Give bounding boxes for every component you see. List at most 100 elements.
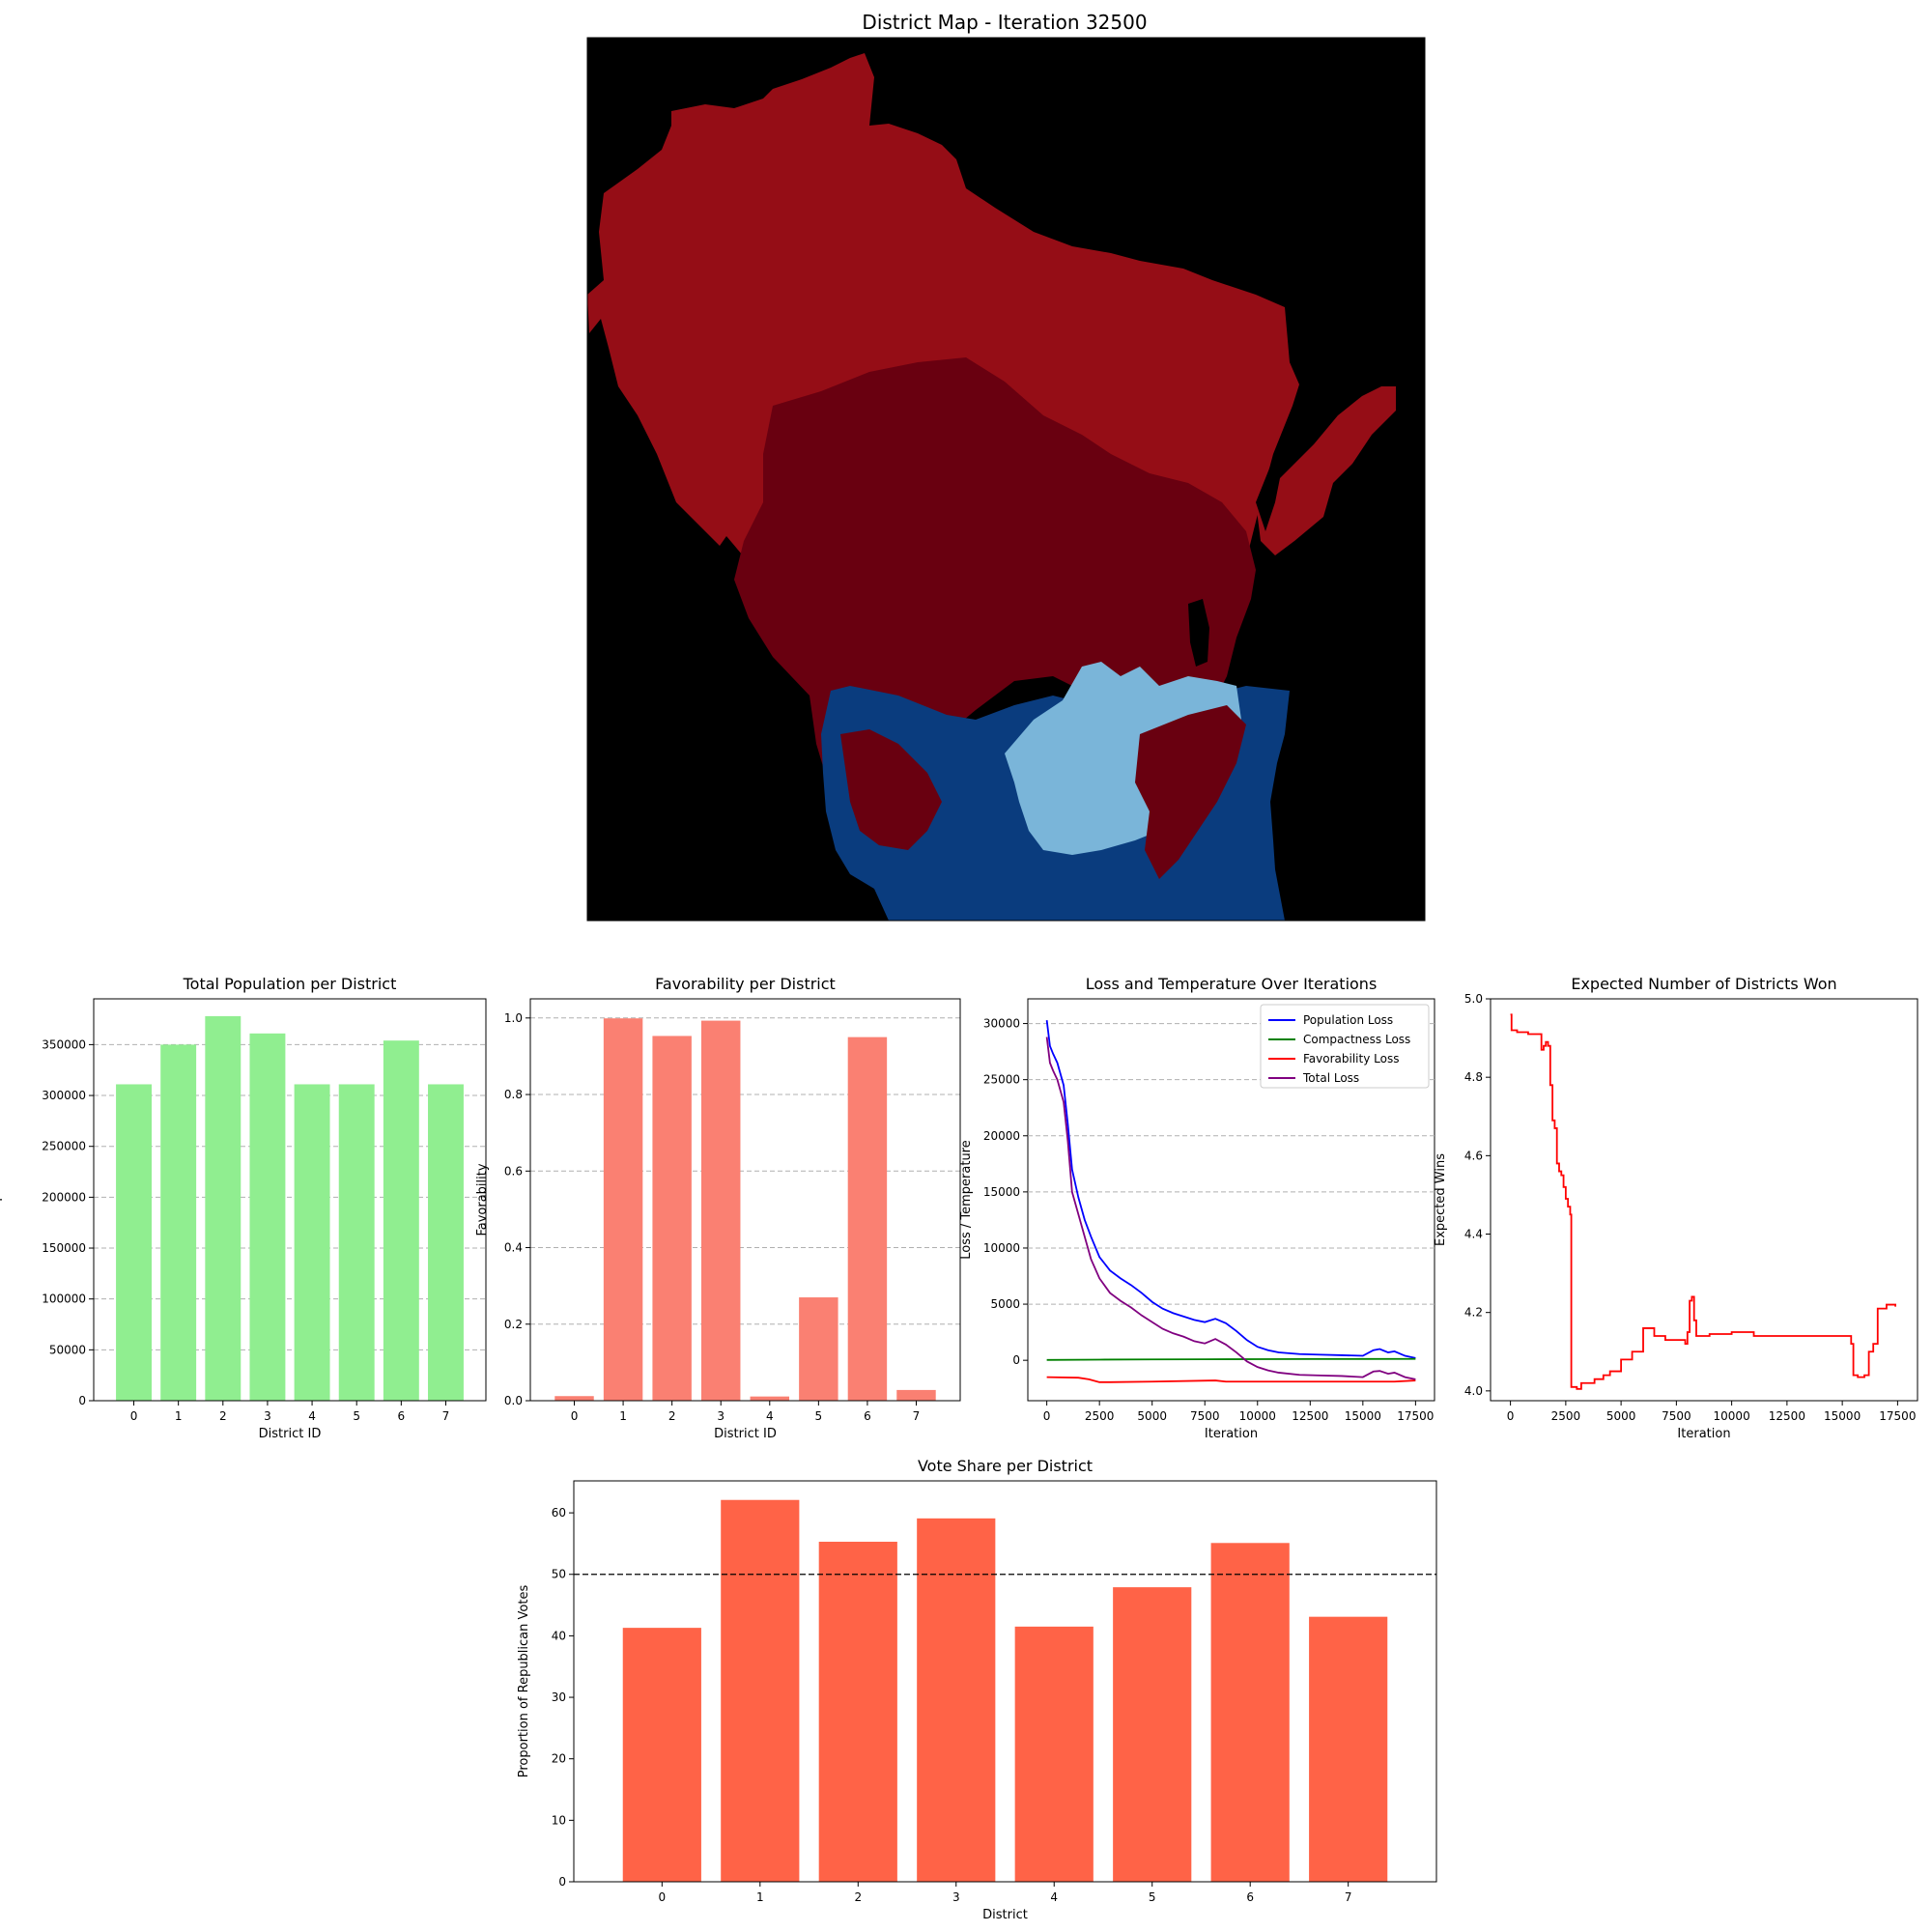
x-tick-label: 4 <box>1050 1890 1058 1904</box>
legend-label: Compactness Loss <box>1303 1033 1410 1046</box>
bar-district-7 <box>428 1084 464 1401</box>
bar-district-1 <box>160 1044 197 1401</box>
x-axis-label: Iteration <box>1677 1427 1730 1441</box>
x-tick-label: 2 <box>668 1409 676 1423</box>
chart-title: Loss and Temperature Over Iterations <box>1086 975 1378 993</box>
x-tick-label: 3 <box>952 1890 960 1904</box>
y-tick-label: 10 <box>552 1813 566 1827</box>
legend-label: Total Loss <box>1302 1071 1359 1085</box>
x-tick-label: 5000 <box>1606 1409 1636 1423</box>
x-tick-label: 3 <box>264 1409 271 1423</box>
y-tick-label: 50000 <box>49 1343 86 1356</box>
favorability-loss-line <box>1046 1376 1416 1383</box>
y-tick-label: 4.8 <box>1464 1070 1483 1084</box>
y-tick-label: 0.4 <box>504 1241 523 1255</box>
plot-frame <box>1027 998 1435 1402</box>
y-tick-label: 10000 <box>983 1241 1020 1255</box>
bar-district-5 <box>799 1297 838 1401</box>
map-region-peninsula <box>1256 386 1396 555</box>
x-tick-label: 12500 <box>1292 1409 1328 1423</box>
chart-title: Expected Number of Districts Won <box>1571 975 1836 993</box>
plot-frame-top <box>93 998 487 1402</box>
x-tick-label: 6 <box>1246 1890 1254 1904</box>
x-tick-label: 1 <box>619 1409 627 1423</box>
y-tick-label: 0 <box>78 1394 86 1407</box>
x-tick-label: 5000 <box>1137 1409 1167 1423</box>
bar-district-2 <box>205 1015 242 1401</box>
bar-district-1 <box>603 1018 643 1401</box>
x-tick-label: 7500 <box>1190 1409 1220 1423</box>
bar-district-6 <box>1210 1543 1290 1882</box>
x-tick-label: 4 <box>766 1409 774 1423</box>
y-tick-label: 200000 <box>42 1190 86 1204</box>
x-tick-label: 7 <box>913 1409 921 1423</box>
x-tick-label: 7 <box>442 1409 450 1423</box>
bar-district-2 <box>818 1542 897 1882</box>
district-map: District Map - Iteration 32500 <box>586 11 1426 922</box>
x-tick-label: 0 <box>1507 1409 1515 1423</box>
y-tick-label: 40 <box>552 1629 566 1642</box>
plot-frame <box>1490 998 1918 1402</box>
map-title: District Map - Iteration 32500 <box>862 11 1147 34</box>
plot-frame <box>93 998 487 1402</box>
x-tick-label: 15000 <box>1824 1409 1861 1423</box>
map-region-fragment-a <box>1135 705 1246 879</box>
total-loss-line <box>1045 1037 1416 1380</box>
x-axis-label: Iteration <box>1205 1427 1258 1441</box>
y-tick-label: 350000 <box>42 1037 86 1051</box>
x-tick-label: 5 <box>1149 1890 1156 1904</box>
y-tick-label: 5000 <box>990 1297 1020 1311</box>
bar-district-0 <box>622 1628 701 1882</box>
y-tick-label: 30 <box>552 1690 566 1704</box>
y-axis-label: Expected Wins <box>1434 1153 1448 1246</box>
bar-district-0 <box>116 1084 152 1401</box>
y-tick-label: 100000 <box>42 1293 86 1306</box>
x-tick-label: 0 <box>1043 1409 1051 1423</box>
x-tick-label: 6 <box>864 1409 871 1423</box>
y-tick-label: 20000 <box>983 1129 1020 1143</box>
y-tick-label: 30000 <box>983 1017 1020 1031</box>
y-tick-label: 0 <box>558 1875 566 1889</box>
y-tick-label: 4.2 <box>1464 1306 1483 1320</box>
bar-district-6 <box>383 1040 419 1401</box>
bar-district-1 <box>721 1499 800 1882</box>
x-tick-label: 1 <box>756 1890 764 1904</box>
legend-label: Favorability Loss <box>1303 1052 1399 1065</box>
x-tick-label: 4 <box>308 1409 316 1423</box>
chart-title: Vote Share per District <box>918 1457 1093 1475</box>
x-tick-label: 0 <box>659 1890 667 1904</box>
population-loss-line <box>1045 1019 1416 1359</box>
y-tick-label: 0.6 <box>504 1164 523 1178</box>
y-tick-label: 20 <box>552 1752 566 1766</box>
y-tick-label: 4.0 <box>1464 1384 1483 1398</box>
x-tick-label: 12500 <box>1769 1409 1805 1423</box>
y-tick-label: 0.8 <box>504 1088 523 1101</box>
expected-wins-chart: 4.0 4.2 4.4 4.6 4.8 5.0 Expected Number of Dis… <box>1434 975 1918 1441</box>
x-tick-label: 6 <box>398 1409 406 1423</box>
y-tick-label: 4.4 <box>1464 1228 1483 1241</box>
bar-district-4 <box>750 1396 790 1401</box>
plot-frame <box>529 998 961 1402</box>
bar-district-3 <box>249 1033 286 1401</box>
y-tick-label: 5.0 <box>1464 992 1483 1006</box>
chart-title: Favorability per District <box>655 975 836 993</box>
bar-district-4 <box>1014 1626 1094 1882</box>
x-tick-label: 7 <box>1345 1890 1352 1904</box>
bar-district-2 <box>652 1036 692 1401</box>
y-tick-label: 250000 <box>42 1140 86 1153</box>
x-tick-label: 17500 <box>1879 1409 1916 1423</box>
map-frame <box>586 37 1426 922</box>
bar-district-3 <box>917 1518 996 1882</box>
y-tick-label: 15000 <box>983 1185 1020 1199</box>
plot-frame-top <box>573 1480 1437 1883</box>
bar-district-0 <box>554 1396 594 1401</box>
x-tick-label: 5 <box>815 1409 823 1423</box>
x-tick-label: 10000 <box>1239 1409 1276 1423</box>
population-chart: 0 50000 100000 150000 200000 250000 300000 3500… <box>0 975 487 1441</box>
y-axis-label: Favorability <box>475 1163 490 1236</box>
bar-district-4 <box>294 1084 330 1401</box>
bar-district-5 <box>338 1084 375 1401</box>
legend-label: Population Loss <box>1303 1013 1393 1027</box>
